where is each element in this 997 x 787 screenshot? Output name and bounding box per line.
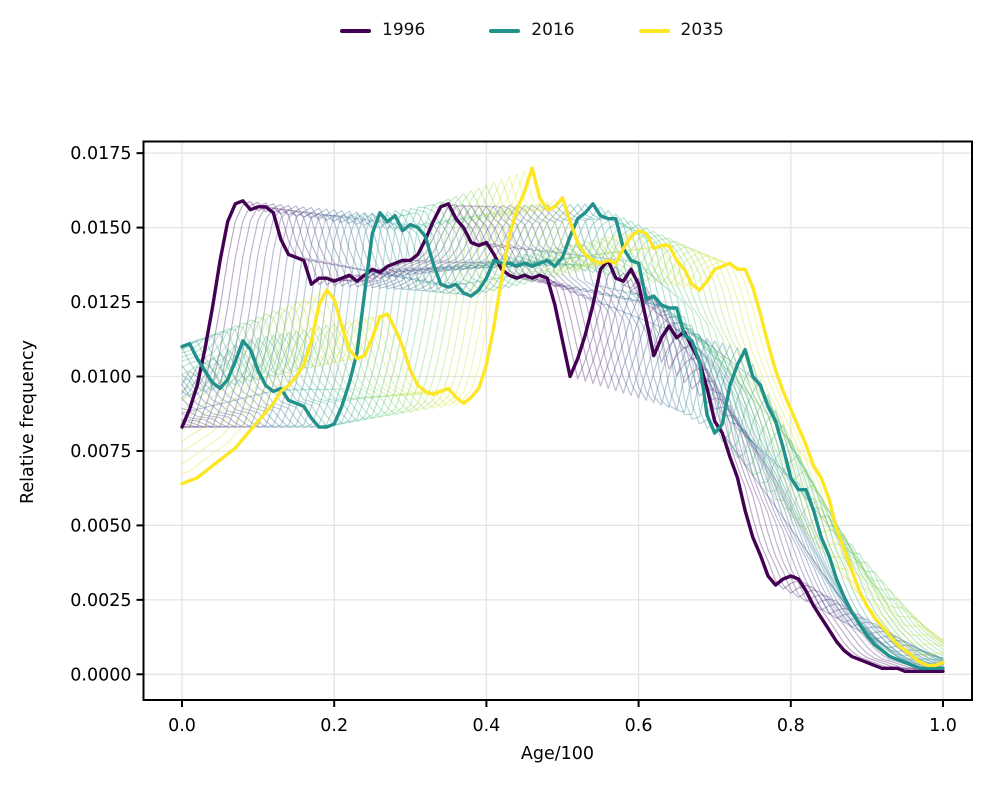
y-tick-label: 0.0000 — [70, 665, 131, 685]
x-axis-label: Age/100 — [520, 744, 595, 764]
background-year-line — [181, 204, 944, 661]
y-tick-label: 0.0150 — [70, 219, 131, 239]
legend-label-2016: 2016 — [531, 20, 575, 40]
background-year-line — [181, 202, 944, 672]
background-year-line — [181, 205, 944, 669]
y-tick-label: 0.0025 — [70, 591, 131, 611]
background-year-line — [181, 203, 944, 660]
x-tick-label: 1.0 — [929, 716, 957, 736]
background-year-line — [181, 204, 944, 665]
background-year-line — [181, 205, 944, 669]
background-year-line — [181, 208, 944, 668]
legend-item-2035: 2035 — [638, 20, 724, 40]
y-tick-label: 0.0125 — [70, 293, 131, 313]
background-year-line — [181, 173, 944, 647]
background-year-line — [181, 204, 944, 668]
legend-label-1996: 1996 — [382, 20, 426, 40]
background-year-line — [181, 203, 944, 665]
background-year-line — [181, 204, 944, 669]
background-year-line — [181, 204, 944, 663]
background-year-line — [181, 203, 944, 662]
y-tick-label: 0.0175 — [70, 144, 131, 164]
legend-label-2035: 2035 — [680, 20, 724, 40]
x-tick-label: 0.2 — [320, 716, 348, 736]
background-year-line — [181, 200, 944, 672]
y-tick-label: 0.0075 — [70, 442, 131, 462]
background-year-line — [181, 207, 944, 666]
background-year-line — [181, 206, 944, 669]
series-line-2035 — [180, 166, 945, 668]
series-line-1996 — [180, 199, 945, 673]
y-tick-label: 0.0100 — [70, 368, 131, 388]
background-year-line — [181, 209, 944, 669]
background-year-line — [181, 195, 944, 654]
x-tick-label: 0.0 — [168, 716, 196, 736]
background-year-line — [181, 198, 944, 657]
background-year-line — [181, 170, 944, 657]
legend-item-2016: 2016 — [489, 20, 575, 40]
y-axis-label: Relative frequency — [18, 340, 38, 504]
background-year-line — [181, 187, 944, 645]
series-line-2016 — [180, 202, 945, 670]
legend: 1996 2016 2035 — [340, 22, 724, 39]
y-tick-label: 0.0050 — [70, 516, 131, 536]
legend-item-1996: 1996 — [340, 22, 425, 39]
x-tick-label: 0.4 — [472, 716, 500, 736]
background-year-line — [181, 203, 944, 659]
background-year-line — [181, 200, 944, 672]
legend-line-swatch-1996 — [340, 28, 371, 33]
legend-line-swatch-2035 — [638, 28, 670, 33]
axes-spines — [142, 140, 973, 701]
background-year-line — [181, 203, 944, 672]
background-year-line — [181, 201, 944, 672]
background-year-line — [181, 184, 944, 643]
background-year-line — [181, 203, 944, 672]
legend-line-swatch-2016 — [489, 28, 521, 33]
x-tick-label: 0.8 — [777, 716, 805, 736]
background-year-line — [181, 203, 944, 660]
x-tick-label: 0.6 — [625, 716, 653, 736]
